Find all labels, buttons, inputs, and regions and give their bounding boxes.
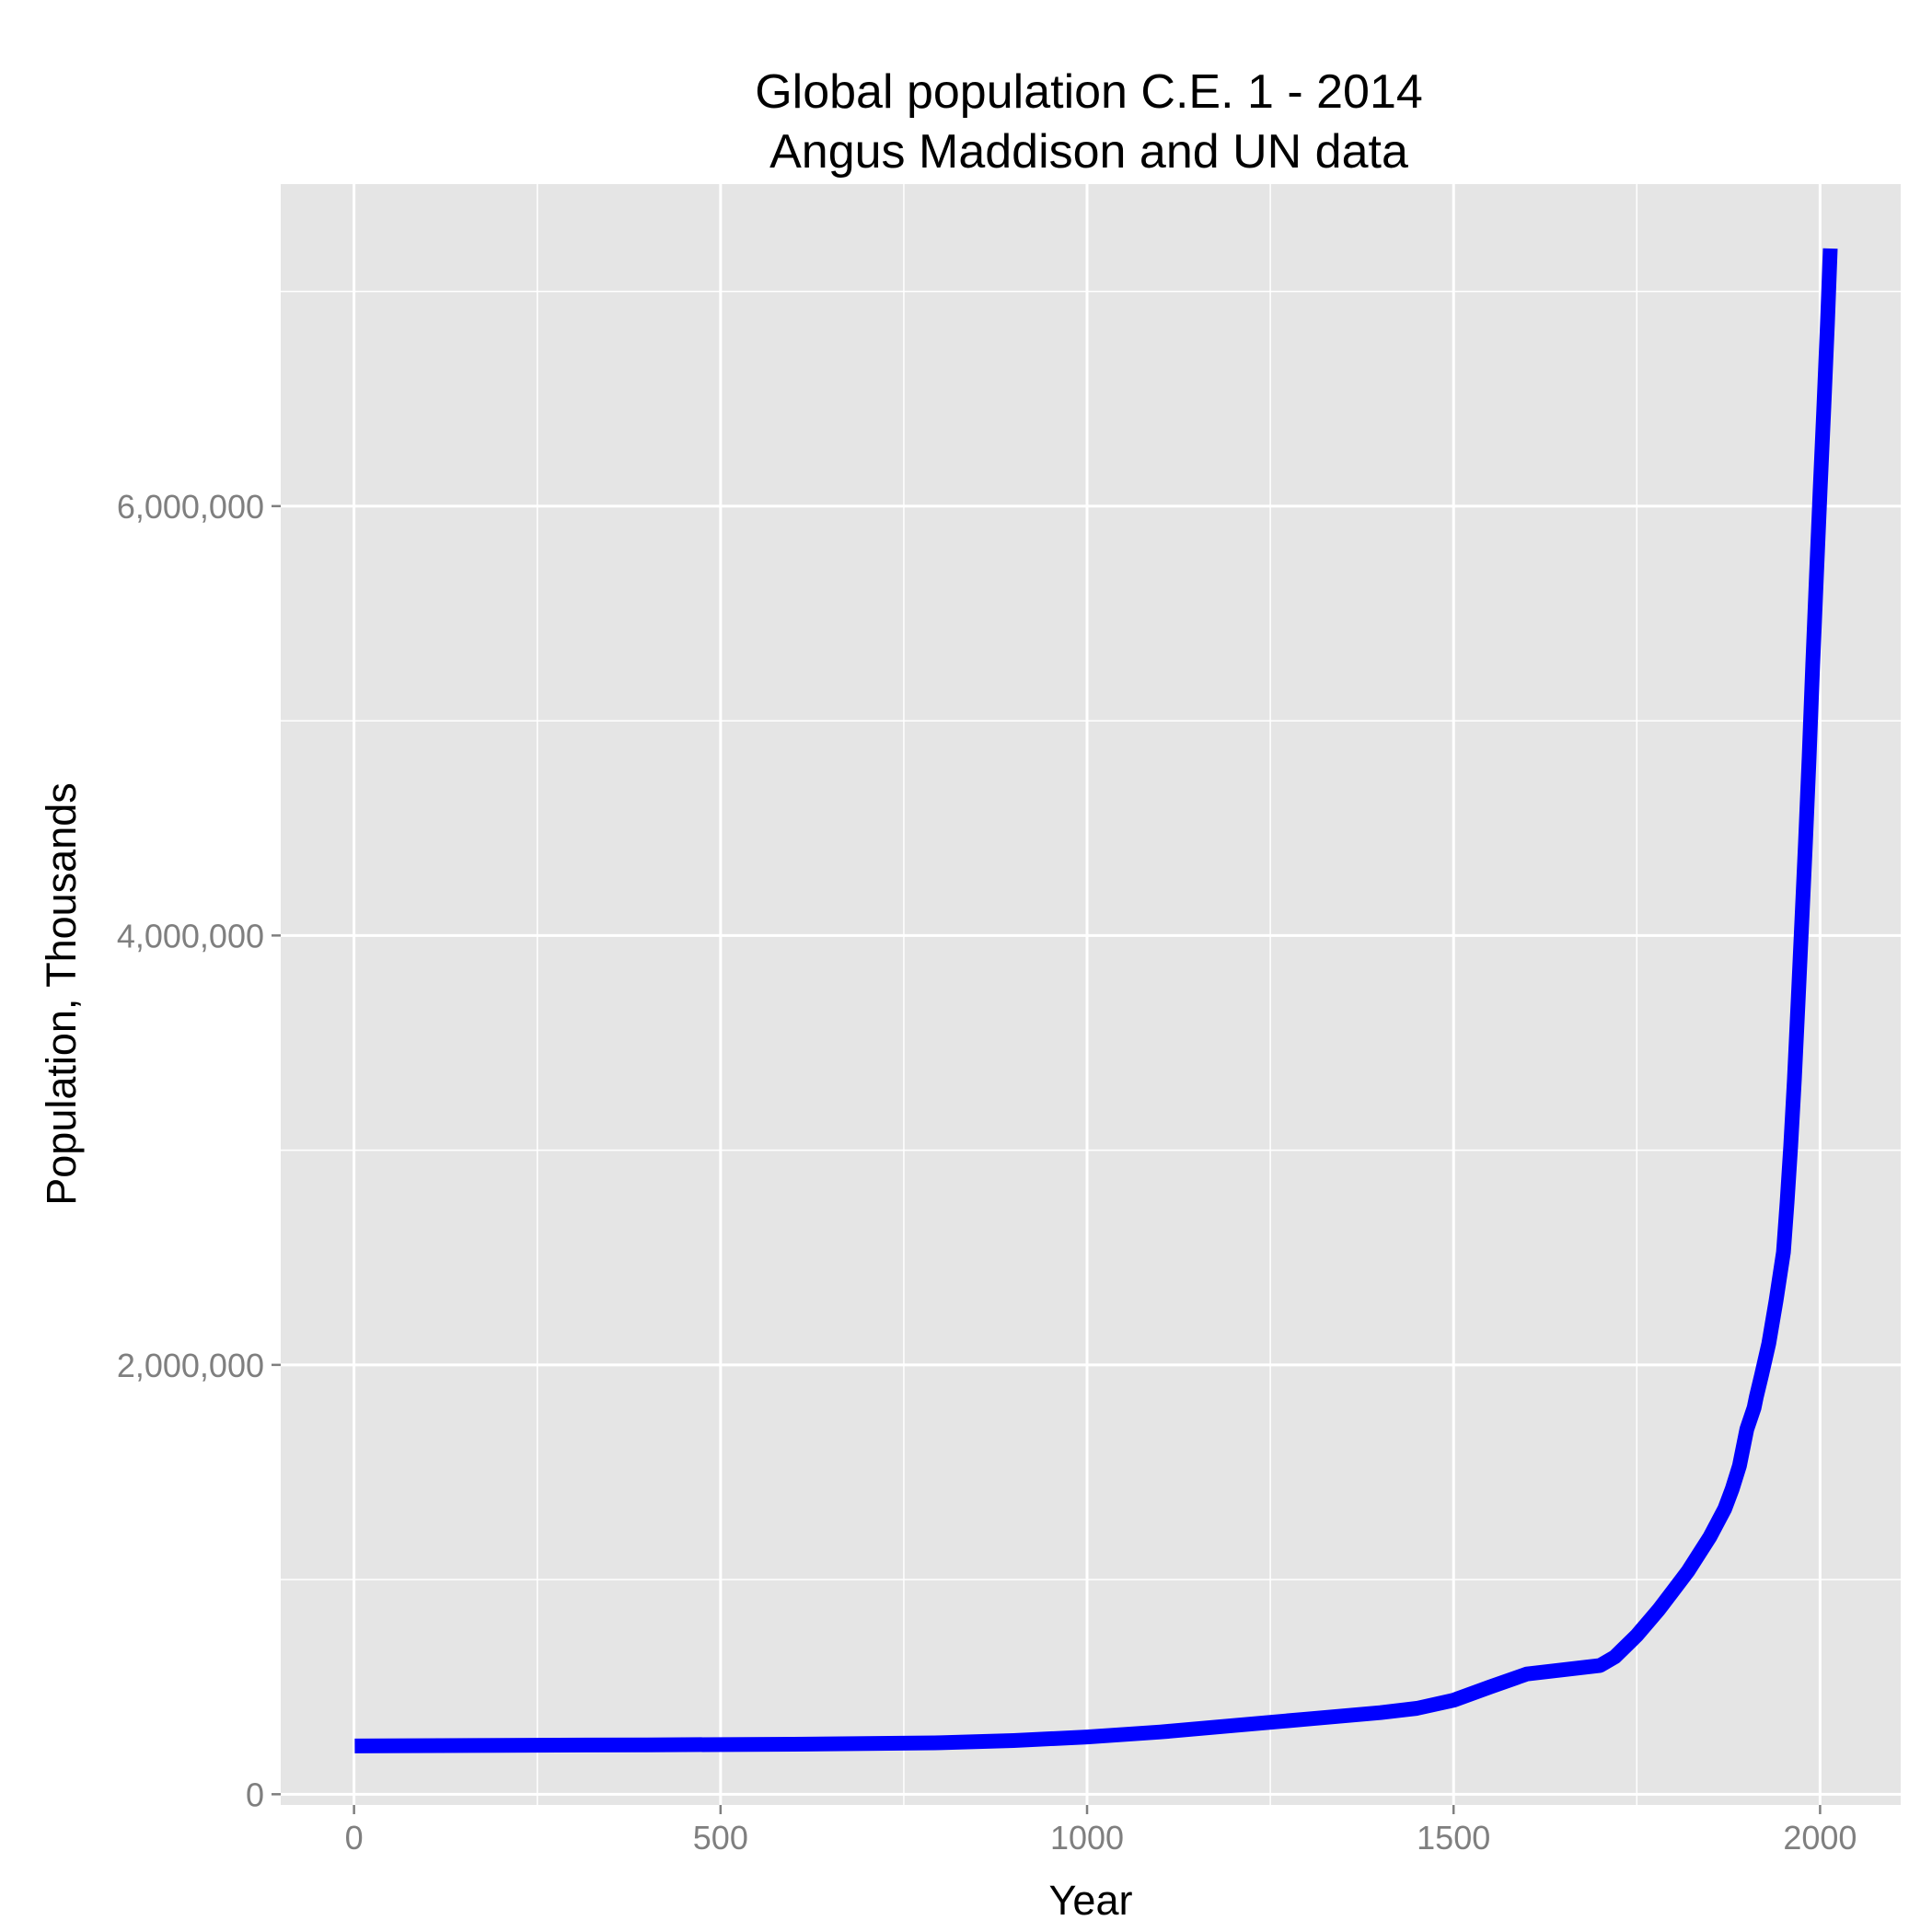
x-tick-label: 500: [693, 1819, 748, 1857]
population-line: [354, 248, 1838, 1753]
y-tick-label: 0: [246, 1776, 264, 1813]
x-tick-label: 2000: [1783, 1819, 1857, 1857]
grid-major: [281, 184, 1901, 1805]
x-axis-ticks: 0 500 1000 1500 2000: [345, 1805, 1857, 1857]
grid-minor: [281, 184, 1901, 1805]
x-tick-label: 1000: [1050, 1819, 1124, 1857]
y-tick-label: 6,000,000: [117, 488, 264, 526]
x-tick-label: 1500: [1417, 1819, 1490, 1857]
y-axis-title: Population, Thousands: [38, 782, 85, 1206]
x-tick-label: 0: [345, 1819, 364, 1857]
y-tick-label: 4,000,000: [117, 917, 264, 954]
chart-subtitle: Angus Maddison and UN data: [769, 125, 1408, 179]
y-axis-ticks: 0 2,000,000 4,000,000 6,000,000: [117, 488, 281, 1813]
x-axis-title: Year: [1049, 1877, 1133, 1924]
chart-title: Global population C.E. 1 - 2014: [755, 65, 1423, 119]
plot-panel: [281, 184, 1901, 1805]
y-tick-label: 2,000,000: [117, 1347, 264, 1384]
